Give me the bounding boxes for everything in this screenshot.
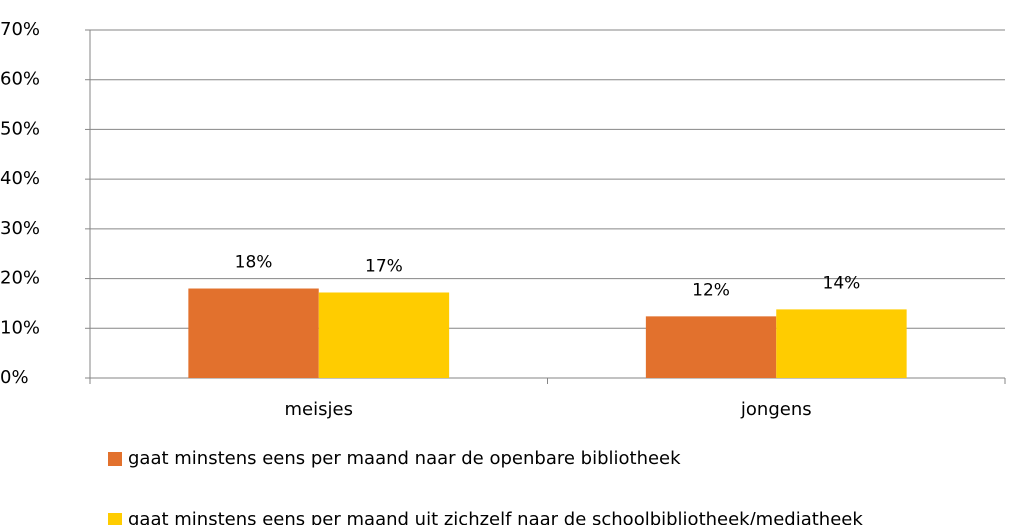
bar xyxy=(188,288,319,378)
data-label: 18% xyxy=(235,253,273,273)
bar xyxy=(318,292,450,378)
y-tick-label: 70% xyxy=(0,19,40,40)
data-label: 17% xyxy=(365,256,403,276)
data-label: 12% xyxy=(692,280,730,300)
x-tick-label: jongens xyxy=(740,399,812,420)
legend-label: gaat minstens eens per maand naar de ope… xyxy=(128,448,681,469)
y-tick-label: 50% xyxy=(0,118,40,139)
y-tick-label: 0% xyxy=(0,367,29,388)
legend-swatch xyxy=(108,513,122,525)
y-tick-label: 30% xyxy=(0,218,40,239)
x-tick-label: meisjes xyxy=(285,399,353,420)
y-tick-label: 20% xyxy=(0,268,40,289)
data-label: 14% xyxy=(823,273,861,293)
legend-label: gaat minstens eens per maand uit zichzel… xyxy=(128,509,863,525)
y-tick-label: 10% xyxy=(0,317,40,338)
y-tick-label: 60% xyxy=(0,69,40,90)
bar xyxy=(645,316,777,378)
bar xyxy=(776,309,907,378)
y-tick-label: 40% xyxy=(0,168,40,189)
legend-swatch xyxy=(108,452,122,466)
